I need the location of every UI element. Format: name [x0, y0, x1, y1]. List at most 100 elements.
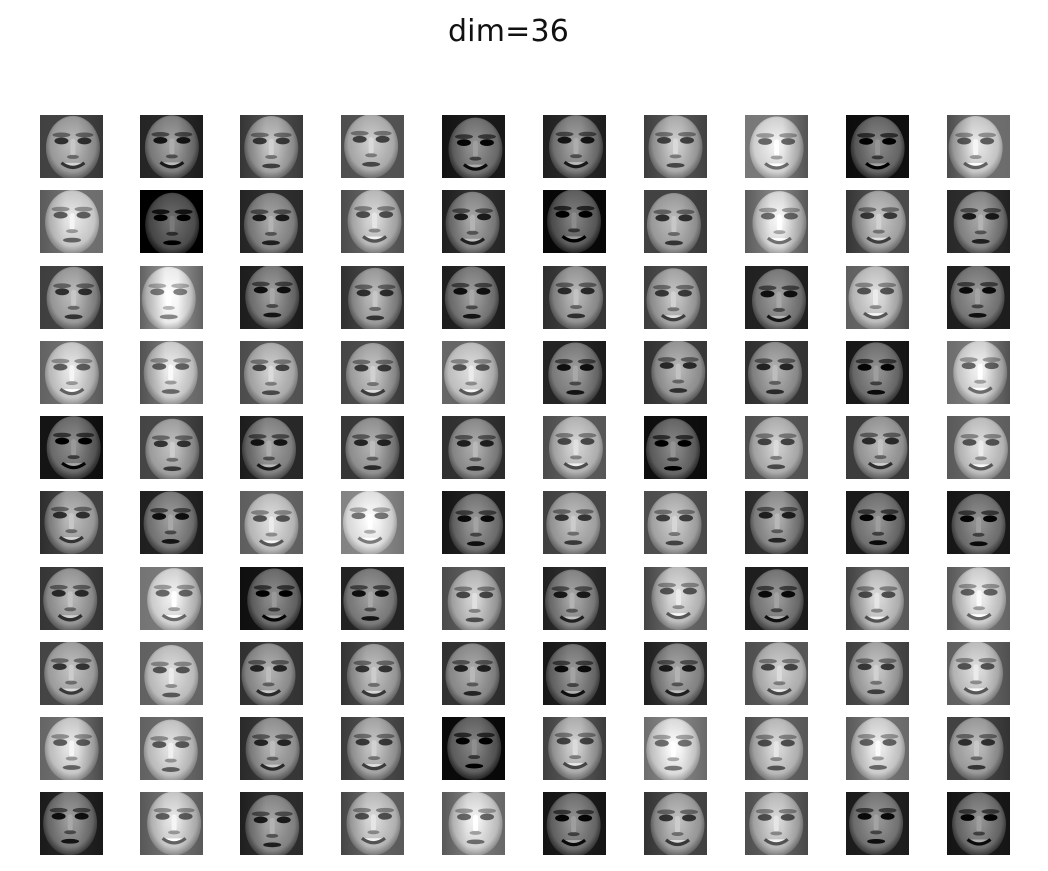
face-thumbnail [543, 266, 606, 329]
face-thumbnail [543, 491, 606, 554]
face-thumbnail [240, 190, 303, 253]
face-thumbnail [341, 792, 404, 855]
face-thumbnail [40, 266, 103, 329]
face-thumbnail [846, 341, 909, 404]
face-thumbnail [240, 491, 303, 554]
face-thumbnail [745, 266, 808, 329]
face-thumbnail [40, 115, 103, 178]
face-thumbnail [644, 190, 707, 253]
face-thumbnail [543, 792, 606, 855]
face-thumbnail [140, 567, 203, 630]
face-thumbnail [846, 717, 909, 780]
face-thumbnail [240, 341, 303, 404]
face-thumbnail [442, 341, 505, 404]
face-thumbnail [240, 115, 303, 178]
face-thumbnail [442, 717, 505, 780]
face-thumbnail [745, 416, 808, 479]
face-thumbnail [240, 416, 303, 479]
face-thumbnail [846, 792, 909, 855]
face-thumbnail [240, 266, 303, 329]
face-thumbnail [846, 190, 909, 253]
face-thumbnail [341, 190, 404, 253]
face-thumbnail [140, 416, 203, 479]
face-thumbnail [341, 416, 404, 479]
face-thumbnail [341, 567, 404, 630]
face-thumbnail [543, 341, 606, 404]
face-thumbnail [140, 190, 203, 253]
face-thumbnail [40, 341, 103, 404]
face-thumbnail [846, 491, 909, 554]
face-thumbnail [947, 717, 1010, 780]
face-thumbnail [644, 341, 707, 404]
face-thumbnail [40, 792, 103, 855]
face-thumbnail [745, 567, 808, 630]
face-thumbnail [240, 717, 303, 780]
face-thumbnail [442, 115, 505, 178]
face-thumbnail [745, 341, 808, 404]
face-thumbnail [644, 416, 707, 479]
face-thumbnail [140, 491, 203, 554]
face-thumbnail [543, 642, 606, 705]
face-thumbnail [240, 792, 303, 855]
face-thumbnail [846, 266, 909, 329]
face-thumbnail [947, 341, 1010, 404]
face-thumbnail [240, 567, 303, 630]
face-thumbnail [543, 115, 606, 178]
face-thumbnail [745, 190, 808, 253]
face-thumbnail [40, 491, 103, 554]
face-thumbnail [543, 717, 606, 780]
face-thumbnail [644, 567, 707, 630]
face-thumbnail [745, 642, 808, 705]
face-thumbnail [140, 642, 203, 705]
face-thumbnail [341, 642, 404, 705]
face-thumbnail [644, 266, 707, 329]
face-thumbnail [947, 266, 1010, 329]
face-thumbnail [140, 792, 203, 855]
face-thumbnail [442, 266, 505, 329]
face-thumbnail [745, 792, 808, 855]
face-thumbnail [442, 567, 505, 630]
face-thumbnail [745, 491, 808, 554]
face-thumbnail [341, 717, 404, 780]
figure-title: dim=36 [447, 14, 570, 49]
face-thumbnail [240, 642, 303, 705]
face-thumbnail [140, 115, 203, 178]
face-thumbnail [543, 416, 606, 479]
face-thumbnail [341, 115, 404, 178]
face-thumbnail [947, 642, 1010, 705]
face-thumbnail [543, 567, 606, 630]
face-thumbnail [745, 115, 808, 178]
face-thumbnail [442, 190, 505, 253]
face-thumbnail [341, 491, 404, 554]
face-thumbnail [846, 115, 909, 178]
face-thumbnail [140, 341, 203, 404]
face-thumbnail [341, 266, 404, 329]
face-thumbnail [846, 642, 909, 705]
face-thumbnail [644, 642, 707, 705]
face-thumbnail [947, 491, 1010, 554]
face-thumbnail [40, 190, 103, 253]
face-thumbnail [140, 266, 203, 329]
face-thumbnail [40, 717, 103, 780]
face-thumbnail [846, 416, 909, 479]
face-thumbnail [140, 717, 203, 780]
face-thumbnail [40, 567, 103, 630]
face-thumbnail [745, 717, 808, 780]
face-thumbnail [442, 642, 505, 705]
face-thumbnail [40, 416, 103, 479]
face-thumbnail [543, 190, 606, 253]
face-thumbnail [947, 567, 1010, 630]
face-thumbnail [442, 416, 505, 479]
face-thumbnail [442, 491, 505, 554]
face-thumbnail [947, 115, 1010, 178]
face-thumbnail [644, 115, 707, 178]
face-thumbnail [341, 341, 404, 404]
face-thumbnail [644, 792, 707, 855]
face-thumbnail [947, 416, 1010, 479]
face-thumbnail [846, 567, 909, 630]
face-thumbnail [644, 491, 707, 554]
face-thumbnail [947, 792, 1010, 855]
face-thumbnail [947, 190, 1010, 253]
face-thumbnail [40, 642, 103, 705]
